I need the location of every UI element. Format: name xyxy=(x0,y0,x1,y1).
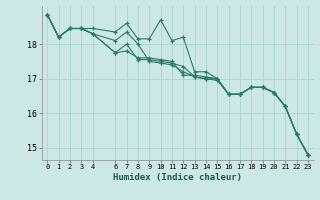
X-axis label: Humidex (Indice chaleur): Humidex (Indice chaleur) xyxy=(113,173,242,182)
